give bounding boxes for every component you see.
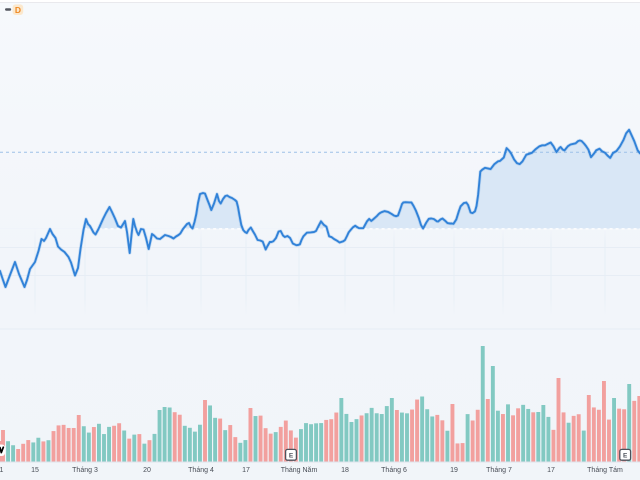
svg-text:15: 15	[31, 467, 39, 474]
svg-text:Tháng 4: Tháng 4	[188, 467, 214, 474]
svg-text:Tháng 6: Tháng 6	[381, 467, 407, 474]
svg-text:17: 17	[547, 467, 555, 474]
svg-text:E: E	[623, 453, 628, 460]
svg-text:Tháng Năm: Tháng Năm	[281, 467, 318, 474]
svg-text:1: 1	[0, 467, 4, 474]
svg-text:Tháng 7: Tháng 7	[486, 467, 512, 474]
svg-text:D: D	[15, 5, 21, 15]
svg-text:17: 17	[242, 467, 250, 474]
svg-text:18: 18	[341, 467, 349, 474]
svg-text:Tháng Tám: Tháng Tám	[587, 467, 623, 474]
svg-text:19: 19	[450, 467, 458, 474]
svg-text:Tháng 3: Tháng 3	[72, 467, 98, 474]
svg-text:20: 20	[143, 467, 151, 474]
svg-text:E: E	[289, 453, 294, 460]
